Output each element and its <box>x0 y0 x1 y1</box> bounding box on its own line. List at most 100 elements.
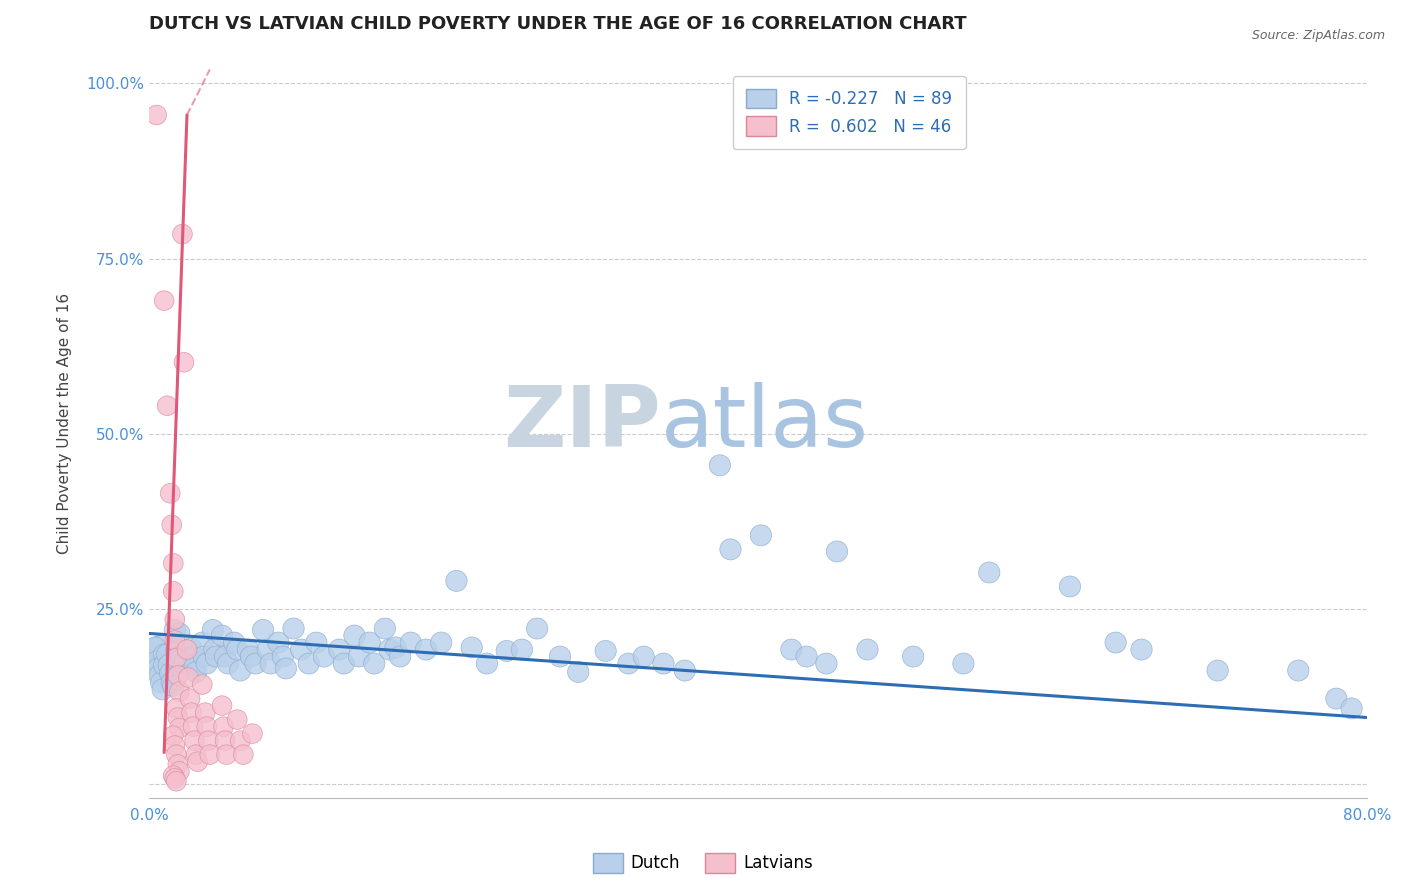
Ellipse shape <box>179 668 198 688</box>
Ellipse shape <box>214 717 233 737</box>
Ellipse shape <box>167 665 188 685</box>
Text: DUTCH VS LATVIAN CHILD POVERTY UNDER THE AGE OF 16 CORRELATION CHART: DUTCH VS LATVIAN CHILD POVERTY UNDER THE… <box>149 15 966 33</box>
Ellipse shape <box>496 640 517 662</box>
Ellipse shape <box>550 646 571 667</box>
Ellipse shape <box>243 723 263 743</box>
Ellipse shape <box>260 653 281 674</box>
Ellipse shape <box>183 646 204 667</box>
Ellipse shape <box>188 752 208 772</box>
Ellipse shape <box>193 674 212 694</box>
Ellipse shape <box>163 582 183 601</box>
Ellipse shape <box>796 646 817 667</box>
Ellipse shape <box>415 639 437 660</box>
Ellipse shape <box>226 639 247 660</box>
Legend: Dutch, Latvians: Dutch, Latvians <box>586 847 820 880</box>
Text: Source: ZipAtlas.com: Source: ZipAtlas.com <box>1251 29 1385 42</box>
Ellipse shape <box>195 703 215 723</box>
Ellipse shape <box>153 655 174 675</box>
Ellipse shape <box>155 291 174 310</box>
Ellipse shape <box>461 637 482 658</box>
Ellipse shape <box>156 644 177 665</box>
Ellipse shape <box>1288 660 1309 681</box>
Ellipse shape <box>652 653 673 674</box>
Ellipse shape <box>167 707 188 727</box>
Ellipse shape <box>183 717 202 737</box>
Ellipse shape <box>253 619 274 640</box>
Ellipse shape <box>146 105 166 125</box>
Ellipse shape <box>165 609 184 629</box>
Ellipse shape <box>197 717 217 737</box>
Ellipse shape <box>233 745 253 764</box>
Ellipse shape <box>167 755 188 774</box>
Ellipse shape <box>186 662 207 682</box>
Ellipse shape <box>163 675 184 697</box>
Ellipse shape <box>174 352 194 372</box>
Text: ZIP: ZIP <box>503 382 661 465</box>
Ellipse shape <box>160 663 181 684</box>
Ellipse shape <box>215 731 235 750</box>
Ellipse shape <box>720 539 741 560</box>
Ellipse shape <box>238 639 259 660</box>
Ellipse shape <box>827 541 848 562</box>
Ellipse shape <box>170 762 190 781</box>
Ellipse shape <box>374 618 395 639</box>
Ellipse shape <box>205 646 226 667</box>
Ellipse shape <box>191 632 212 653</box>
Ellipse shape <box>979 562 1000 583</box>
Ellipse shape <box>153 644 174 665</box>
Ellipse shape <box>333 653 354 674</box>
Ellipse shape <box>276 658 297 679</box>
Ellipse shape <box>152 679 173 700</box>
Ellipse shape <box>212 696 232 715</box>
Ellipse shape <box>200 745 219 764</box>
Ellipse shape <box>856 639 879 660</box>
Ellipse shape <box>709 455 731 475</box>
Ellipse shape <box>193 646 214 667</box>
Ellipse shape <box>157 396 177 416</box>
Ellipse shape <box>378 639 401 660</box>
Ellipse shape <box>165 619 186 640</box>
Ellipse shape <box>145 637 166 658</box>
Ellipse shape <box>267 632 290 653</box>
Ellipse shape <box>231 731 250 750</box>
Ellipse shape <box>224 632 245 653</box>
Ellipse shape <box>198 731 218 750</box>
Ellipse shape <box>1059 576 1081 597</box>
Ellipse shape <box>228 710 247 730</box>
Ellipse shape <box>401 632 422 653</box>
Ellipse shape <box>166 640 187 662</box>
Ellipse shape <box>240 646 262 667</box>
Ellipse shape <box>214 646 236 667</box>
Ellipse shape <box>195 653 218 674</box>
Ellipse shape <box>617 653 640 674</box>
Ellipse shape <box>186 745 207 764</box>
Ellipse shape <box>181 703 201 723</box>
Ellipse shape <box>217 745 236 764</box>
Ellipse shape <box>1341 698 1362 719</box>
Ellipse shape <box>173 224 193 244</box>
Ellipse shape <box>305 632 328 653</box>
Ellipse shape <box>633 646 654 667</box>
Ellipse shape <box>163 726 183 746</box>
Ellipse shape <box>142 635 187 673</box>
Ellipse shape <box>163 554 183 574</box>
Ellipse shape <box>953 653 974 674</box>
Ellipse shape <box>149 665 170 686</box>
Ellipse shape <box>1105 632 1126 653</box>
Ellipse shape <box>211 625 232 646</box>
Ellipse shape <box>172 658 193 679</box>
Ellipse shape <box>166 772 186 791</box>
Ellipse shape <box>751 524 772 546</box>
Ellipse shape <box>202 619 224 640</box>
Ellipse shape <box>184 731 204 750</box>
Ellipse shape <box>314 646 335 667</box>
Ellipse shape <box>150 672 172 693</box>
Ellipse shape <box>170 681 190 701</box>
Ellipse shape <box>283 618 304 639</box>
Ellipse shape <box>1130 639 1152 660</box>
Ellipse shape <box>349 646 370 667</box>
Ellipse shape <box>165 631 184 650</box>
Ellipse shape <box>204 639 225 660</box>
Ellipse shape <box>180 689 200 708</box>
Ellipse shape <box>389 646 411 667</box>
